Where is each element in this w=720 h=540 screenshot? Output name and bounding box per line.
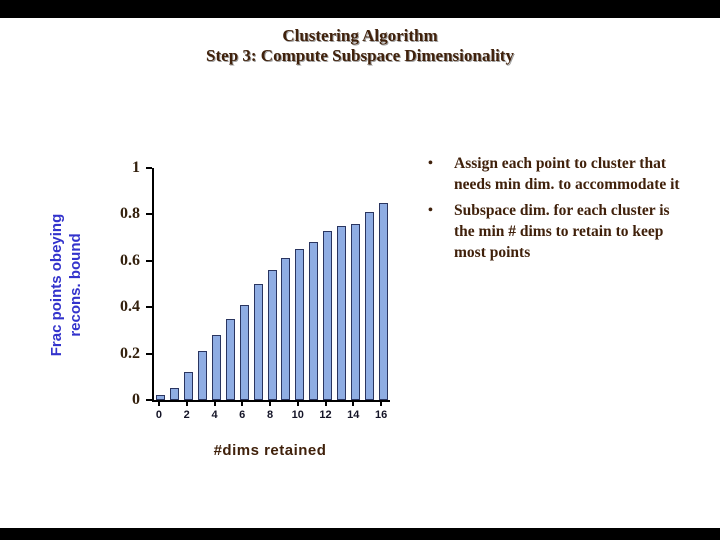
x-tick-mark xyxy=(185,402,188,406)
y-tick-label: 0.8 xyxy=(120,205,140,223)
bullet-item: • Assign each point to cluster that needs… xyxy=(428,153,698,195)
y-tick-label: 0.2 xyxy=(120,344,140,362)
y-axis-label: Frac points obeying recons. bound xyxy=(48,155,88,415)
bar xyxy=(184,372,194,400)
x-tick-label: 6 xyxy=(239,409,246,421)
bottom-black-bar xyxy=(0,528,720,540)
x-tick-label: 8 xyxy=(266,409,274,421)
bullet-marker: • xyxy=(428,203,433,218)
x-tick-mark xyxy=(352,402,355,406)
x-tick-label: 16 xyxy=(374,409,388,421)
bar xyxy=(170,388,180,400)
bar xyxy=(295,249,305,400)
title-line-1: Clustering Algorithm xyxy=(282,26,438,45)
bar xyxy=(198,351,208,400)
x-tick-label: 4 xyxy=(211,409,218,421)
bar xyxy=(253,284,263,400)
bullet-item: • Subspace dim. for each cluster is the m… xyxy=(428,200,698,263)
plot-area xyxy=(152,168,390,402)
y-tick-mark xyxy=(146,306,152,309)
x-axis-label: #dims retained xyxy=(213,442,327,459)
x-tick-area: 0 2 4 6 8 10 12 14 16 xyxy=(152,402,388,430)
y-tick-mark xyxy=(146,399,152,401)
bar xyxy=(378,203,388,400)
x-tick-label: 14 xyxy=(347,409,360,421)
x-tick-label: 0 xyxy=(155,409,162,421)
x-tick-mark xyxy=(296,402,299,406)
x-tick-mark xyxy=(269,402,271,406)
x-tick-mark xyxy=(324,402,327,406)
bullet-marker: • xyxy=(428,156,433,171)
y-tick-mark xyxy=(146,213,152,216)
y-axis-label-line-1: Frac points obeying xyxy=(48,213,65,357)
title-line-2: Step 3: Compute Subspace Dimensionality xyxy=(206,46,514,66)
x-tick-label: 2 xyxy=(183,409,190,421)
top-black-bar xyxy=(0,0,720,18)
bullet-text: Subspace dim. for each cluster is the mi… xyxy=(454,202,670,261)
y-tick-mark xyxy=(146,352,152,355)
x-tick-mark xyxy=(213,402,216,406)
bar xyxy=(309,242,319,400)
x-tick-label: 10 xyxy=(291,409,304,421)
y-tick-label: 0.6 xyxy=(120,251,140,269)
bar xyxy=(336,226,346,400)
y-tick-label: 0 xyxy=(132,391,140,408)
bullet-text: Assign each point to cluster that needs … xyxy=(454,155,680,193)
bar xyxy=(323,231,332,400)
bar xyxy=(267,270,277,400)
bar xyxy=(239,305,249,400)
bar xyxy=(364,212,374,400)
x-tick-mark xyxy=(241,402,244,406)
bar xyxy=(225,319,235,400)
y-tick-labels: 0 0.2 0.4 0.6 0.8 1 xyxy=(96,159,140,408)
bar xyxy=(350,224,360,400)
y-tick-label: 1 xyxy=(132,159,140,176)
x-tick-label: 12 xyxy=(319,409,332,421)
y-tick-mark xyxy=(146,167,152,169)
x-tick-mark xyxy=(157,402,160,406)
bar xyxy=(212,335,221,400)
bar xyxy=(281,258,291,400)
y-tick-mark xyxy=(146,259,152,262)
y-tick-label: 0.4 xyxy=(120,298,140,316)
bullet-list: • Assign each point to cluster that needs… xyxy=(428,153,698,268)
y-tick-marks xyxy=(144,167,152,401)
y-axis-label-line-2: recons. bound xyxy=(66,233,84,337)
x-tick-mark xyxy=(380,402,383,406)
bar xyxy=(156,395,166,400)
slide-title: Clustering Algorithm Step 3: Compute Sub… xyxy=(0,26,720,66)
